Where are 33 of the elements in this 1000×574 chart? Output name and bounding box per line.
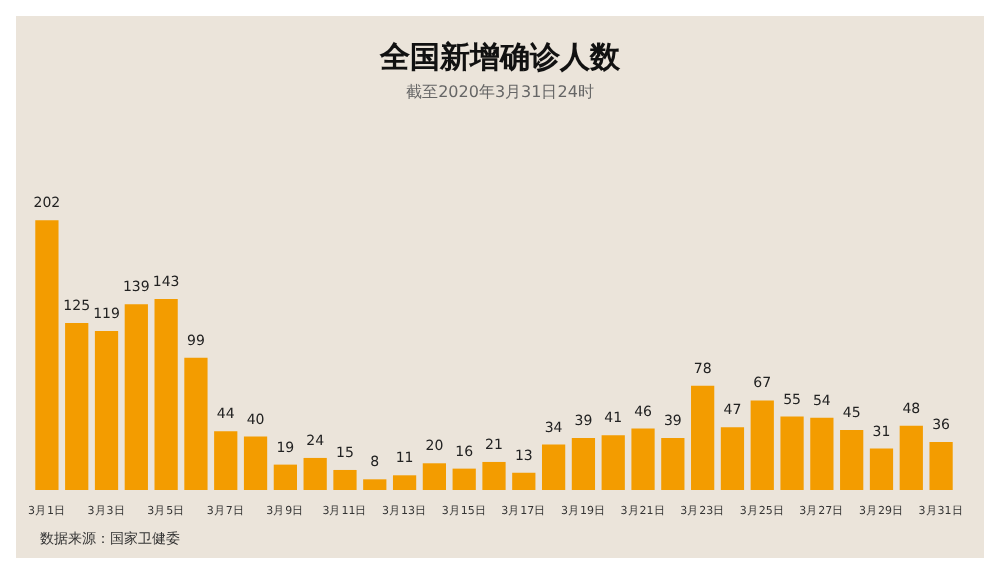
bar <box>571 437 596 490</box>
bar <box>65 323 89 490</box>
bar <box>601 435 625 490</box>
bar <box>899 425 923 490</box>
bar <box>124 304 148 490</box>
bar <box>661 437 685 490</box>
bar <box>333 469 357 490</box>
bar <box>94 331 119 490</box>
bar <box>780 416 804 490</box>
bar <box>869 448 894 490</box>
bar <box>840 429 864 490</box>
bar <box>422 463 447 490</box>
bar <box>363 479 387 490</box>
bar <box>243 436 268 490</box>
bar <box>452 468 476 490</box>
bar <box>482 461 506 490</box>
bar <box>750 400 774 490</box>
bar <box>273 464 297 490</box>
bar <box>720 427 745 490</box>
chart-subtitle: 截至2020年3月31日24时 <box>406 83 594 101</box>
bar <box>154 298 178 490</box>
bar <box>512 472 536 490</box>
bar <box>303 457 327 490</box>
bar <box>214 431 238 490</box>
bar <box>392 475 417 490</box>
chart-title: 全国新增确诊人数 <box>378 39 622 75</box>
bar <box>691 385 715 490</box>
bar <box>631 428 655 490</box>
bar <box>541 444 566 490</box>
bar <box>35 220 59 490</box>
bar <box>929 441 953 490</box>
bar <box>184 357 208 490</box>
bar <box>810 417 834 490</box>
